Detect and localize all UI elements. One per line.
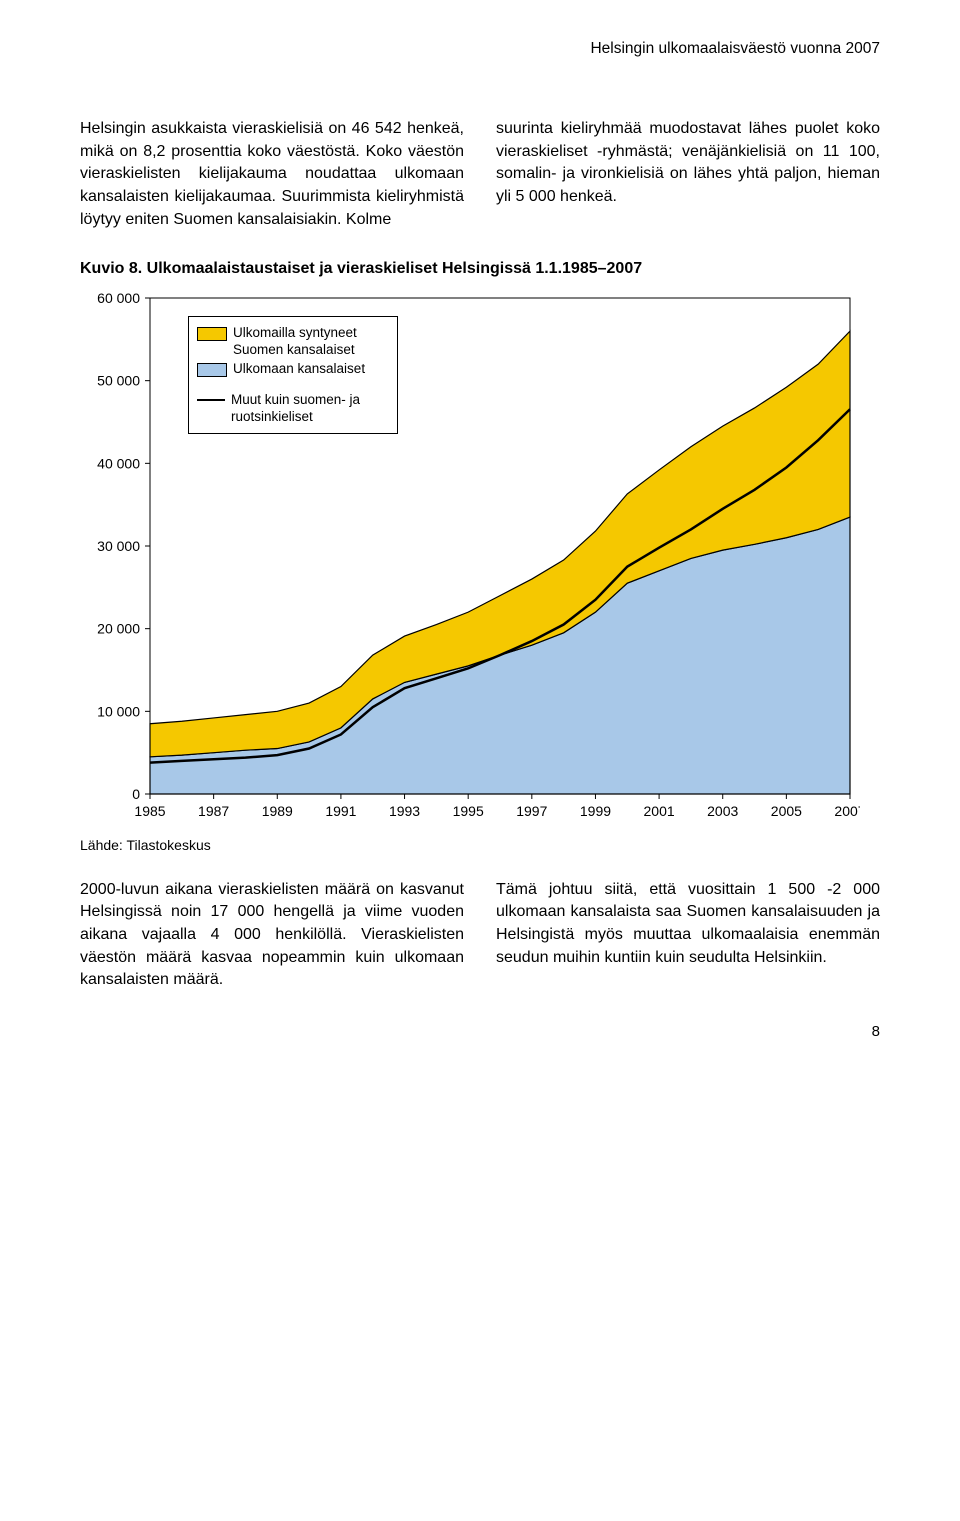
- top-paragraphs: Helsingin asukkaista vieraskielisiä on 4…: [80, 118, 880, 232]
- svg-text:50 000: 50 000: [97, 372, 140, 388]
- page-number: 8: [872, 1023, 880, 1040]
- svg-text:20 000: 20 000: [97, 620, 140, 636]
- paragraph-bottom-right: Tämä johtuu siitä, että vuosittain 1 500…: [496, 879, 880, 993]
- area-chart: 0 10 000 20 000 30 000 40 000 50 000 60 000 198…: [80, 288, 860, 828]
- svg-text:2007: 2007: [834, 803, 860, 819]
- paragraph-top-right: suurinta kieliryhmää muodostavat lähes p…: [496, 118, 880, 232]
- svg-text:2005: 2005: [771, 803, 802, 819]
- svg-text:40 000: 40 000: [97, 455, 140, 471]
- figure-title: Kuvio 8. Ulkomaalaistaustaiset ja vieras…: [80, 260, 880, 278]
- svg-text:2001: 2001: [644, 803, 675, 819]
- svg-text:1987: 1987: [198, 803, 229, 819]
- svg-text:1989: 1989: [262, 803, 293, 819]
- svg-text:30 000: 30 000: [97, 538, 140, 554]
- svg-text:2003: 2003: [707, 803, 738, 819]
- svg-text:1995: 1995: [453, 803, 484, 819]
- bottom-paragraphs: 2000-luvun aikana vieraskielisten määrä …: [80, 879, 880, 993]
- chart-container: 0 10 000 20 000 30 000 40 000 50 000 60 000 198…: [80, 288, 860, 833]
- svg-text:1991: 1991: [325, 803, 356, 819]
- svg-text:1999: 1999: [580, 803, 611, 819]
- svg-text:0: 0: [132, 786, 140, 802]
- paragraph-top-left: Helsingin asukkaista vieraskielisiä on 4…: [80, 118, 464, 232]
- svg-text:60 000: 60 000: [97, 290, 140, 306]
- svg-text:1997: 1997: [516, 803, 547, 819]
- svg-text:1985: 1985: [134, 803, 165, 819]
- figure-source: Lähde: Tilastokeskus: [80, 837, 880, 853]
- svg-text:10 000: 10 000: [97, 703, 140, 719]
- page-header: Helsingin ulkomaalaisväestö vuonna 2007: [80, 40, 880, 58]
- paragraph-bottom-left: 2000-luvun aikana vieraskielisten määrä …: [80, 879, 464, 993]
- svg-text:1993: 1993: [389, 803, 420, 819]
